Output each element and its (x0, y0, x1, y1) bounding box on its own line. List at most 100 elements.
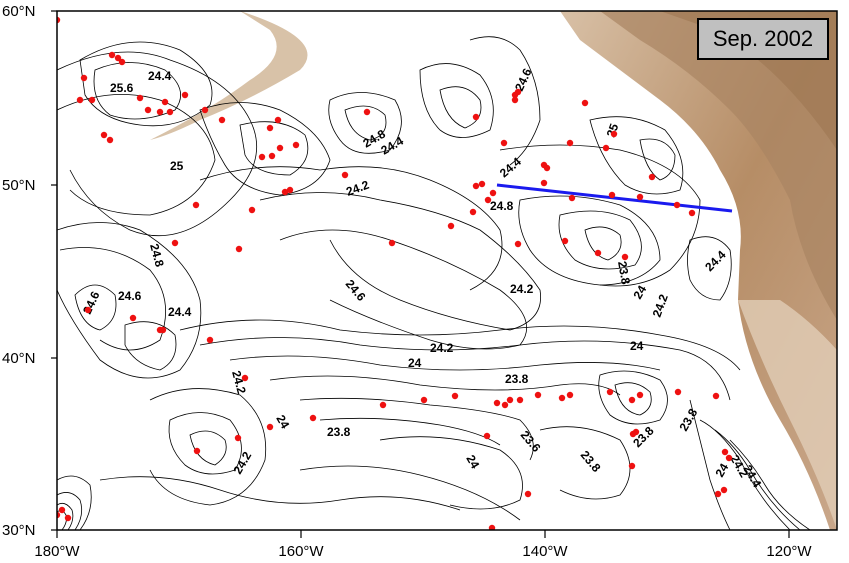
contour-label: 24 (630, 339, 644, 353)
station-marker (274, 116, 282, 124)
contour-line (639, 138, 676, 181)
transect-line (496, 183, 733, 213)
lon-label-140w: 140°W (522, 543, 568, 560)
station-marker (488, 524, 496, 530)
station-marker (648, 173, 656, 181)
station-marker (241, 374, 249, 382)
station-marker (84, 306, 92, 314)
lon-label-120w: 120°W (766, 543, 812, 560)
station-marker (206, 336, 214, 344)
station-marker (472, 113, 480, 121)
contour-label: 24.6 (118, 289, 142, 303)
station-marker (558, 394, 566, 402)
station-marker (266, 124, 274, 132)
contour-line (57, 492, 83, 530)
station-marker (281, 188, 289, 196)
station-marker (543, 164, 551, 172)
station-marker (628, 462, 636, 470)
contour-line (589, 116, 684, 195)
contour-line (199, 166, 503, 291)
station-marker (193, 447, 201, 455)
station-marker (218, 116, 226, 124)
contour-label: 23.8 (327, 425, 351, 439)
station-marker (58, 506, 66, 514)
station-marker (363, 108, 371, 116)
station-marker (266, 423, 274, 431)
station-marker (511, 96, 519, 104)
contour-line (729, 439, 811, 530)
lat-label-40n: 40°N (2, 350, 36, 367)
station-marker (506, 396, 514, 404)
contour-lines (57, 36, 811, 530)
station-marker (714, 490, 722, 498)
station-marker (493, 399, 501, 407)
lat-label-50n: 50°N (2, 177, 36, 194)
station-marker (628, 396, 636, 404)
station-marker (621, 253, 629, 261)
station-marker (57, 511, 61, 519)
contour-line (558, 210, 642, 270)
contour-line (229, 355, 661, 371)
station-marker (566, 139, 574, 147)
station-marker (88, 96, 96, 104)
contour-line (93, 62, 182, 120)
station-marker (608, 191, 616, 199)
station-marker (181, 91, 189, 99)
station-marker (268, 152, 276, 160)
station-marker (118, 58, 126, 66)
station-marker (469, 208, 477, 216)
station-marker (136, 94, 144, 102)
station-marker (379, 401, 387, 409)
contour-line (328, 92, 402, 154)
station-marker (636, 391, 644, 399)
station-marker (161, 98, 169, 106)
contour-line (344, 105, 387, 141)
contour-line (59, 247, 166, 351)
station-marker (100, 131, 108, 139)
contour-label: 24.4 (168, 305, 192, 319)
contour-label: 24.2 (510, 282, 534, 296)
station-marker (602, 144, 610, 152)
station-marker (114, 54, 122, 62)
map-title-badge: Sep. 2002 (697, 18, 829, 60)
station-marker (725, 454, 733, 462)
contour-line (57, 222, 202, 379)
station-marker (484, 196, 492, 204)
contour-line (539, 426, 631, 500)
contour-line (57, 475, 92, 530)
contour-line (74, 284, 117, 331)
contour-line (189, 430, 227, 466)
station-marker (501, 401, 509, 409)
station-marker (258, 153, 266, 161)
contour-line (239, 121, 309, 176)
station-marker (712, 392, 720, 400)
contour-line (57, 93, 216, 216)
station-marker (594, 249, 602, 257)
station-marker (483, 432, 491, 440)
contour-line (699, 419, 791, 530)
map-title: Sep. 2002 (712, 26, 814, 51)
lat-label-30n: 30°N (2, 522, 36, 539)
contour-line (57, 51, 257, 237)
contour-line (79, 41, 213, 127)
contour-label: 24 (463, 453, 482, 472)
station-marker (341, 171, 349, 179)
contour-line (379, 436, 523, 510)
plot-frame (56, 10, 838, 531)
axis-ticks (51, 10, 790, 538)
contour-line (124, 321, 177, 371)
station-marker (64, 514, 72, 522)
station-marker (286, 186, 294, 194)
station-marker (673, 201, 681, 209)
station-marker (388, 239, 396, 247)
station-marker (171, 239, 179, 247)
station-marker (516, 396, 524, 404)
contour-line (598, 370, 668, 425)
station-marker (472, 182, 480, 190)
contour-line (99, 476, 461, 511)
station-marker (534, 391, 542, 399)
station-marker (566, 391, 574, 399)
station-marker (166, 108, 174, 116)
station-marker (606, 388, 614, 396)
station-marker (80, 74, 88, 82)
